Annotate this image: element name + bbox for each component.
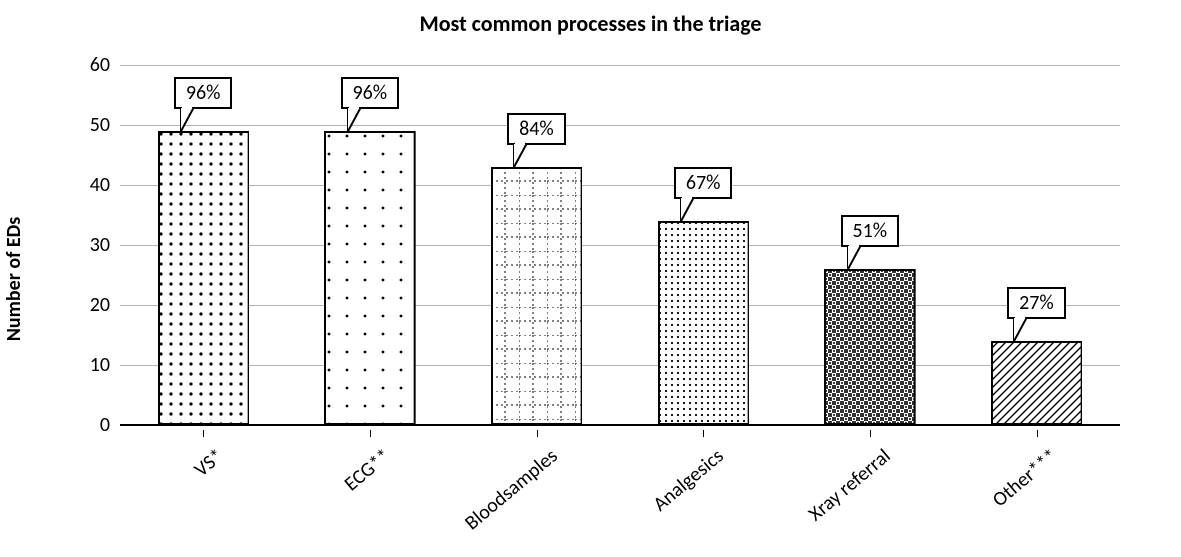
- bar: [324, 131, 416, 425]
- gridline: [120, 305, 1120, 306]
- x-axis-line: [120, 424, 1120, 426]
- callout-tail: [347, 107, 369, 133]
- callout-label: 67%: [674, 167, 733, 199]
- x-axis-label: VS*: [190, 444, 229, 482]
- callout-tail: [847, 245, 869, 271]
- bar: [824, 269, 916, 425]
- callout-seam: [182, 106, 192, 109]
- x-axis-labels: VS* ECG** Bloodsamples Analgesics Xray refer…: [120, 430, 1120, 550]
- callout-seam: [849, 244, 859, 247]
- x-axis-label: Analgesics: [649, 444, 729, 516]
- x-tick: [203, 430, 204, 437]
- gridline: [120, 365, 1120, 366]
- plot-area: 010203040506096%96%84%67%51%27%: [120, 65, 1120, 425]
- x-axis-label: Bloodsamples: [460, 444, 562, 535]
- callout-label: 27%: [1007, 287, 1066, 319]
- callout-tail: [1013, 317, 1035, 343]
- callout-tail: [513, 143, 535, 169]
- bar: [491, 167, 583, 425]
- callout-label: 51%: [841, 215, 900, 247]
- chart-container: Most common processes in the triage Numb…: [0, 0, 1181, 557]
- callout-label: 84%: [507, 113, 566, 145]
- callout-tail: [680, 197, 702, 223]
- callout-seam: [1015, 316, 1025, 319]
- y-tick-label: 0: [100, 413, 110, 437]
- bar: [158, 131, 250, 425]
- y-axis-label: Number of EDs: [2, 216, 26, 341]
- y-tick-label: 30: [90, 233, 110, 257]
- callout-seam: [349, 106, 359, 109]
- x-tick: [870, 430, 871, 437]
- y-tick-label: 50: [90, 113, 110, 137]
- y-tick-label: 60: [90, 53, 110, 77]
- callout-label: 96%: [341, 77, 400, 109]
- x-axis-label: Xray referral: [804, 444, 896, 526]
- bar: [658, 221, 750, 425]
- gridline: [120, 125, 1120, 126]
- gridline: [120, 65, 1120, 66]
- x-tick: [537, 430, 538, 437]
- x-axis-label: ECG**: [340, 444, 396, 496]
- callout-seam: [515, 142, 525, 145]
- x-tick: [370, 430, 371, 437]
- y-tick-label: 10: [90, 353, 110, 377]
- callout-label: 96%: [174, 77, 233, 109]
- x-tick: [703, 430, 704, 437]
- bar: [991, 341, 1083, 425]
- callout-tail: [180, 107, 202, 133]
- chart-title: Most common processes in the triage: [0, 10, 1181, 37]
- y-tick-label: 40: [90, 173, 110, 197]
- x-tick: [1037, 430, 1038, 437]
- y-tick-label: 20: [90, 293, 110, 317]
- x-axis-label: Other***: [987, 444, 1062, 512]
- gridline: [120, 185, 1120, 186]
- callout-seam: [682, 196, 692, 199]
- gridline: [120, 245, 1120, 246]
